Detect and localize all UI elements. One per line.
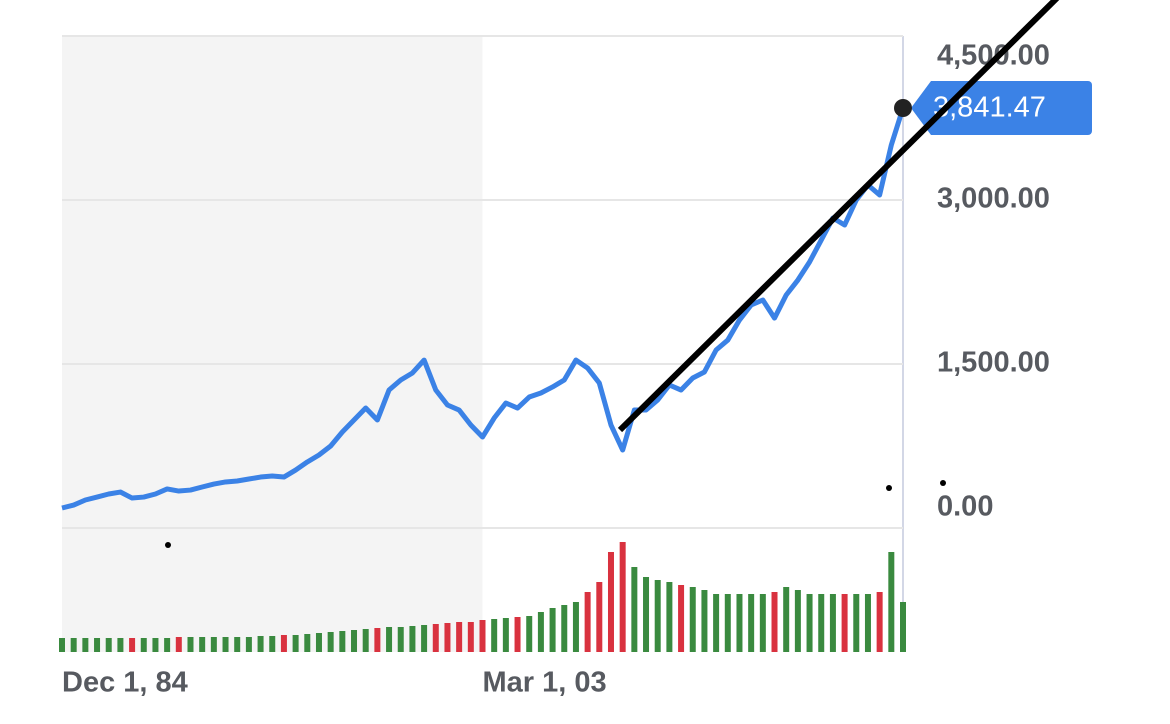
volume-bar	[900, 602, 906, 652]
volume-bar	[502, 618, 509, 652]
volume-bar	[479, 620, 486, 652]
volume-bar	[549, 608, 556, 652]
volume-bar	[713, 594, 720, 652]
volume-bar	[678, 585, 685, 652]
volume-bar	[643, 577, 650, 652]
trend-line	[617, 0, 1060, 433]
volume-bar	[386, 627, 393, 652]
background	[62, 36, 483, 652]
volume-bar	[175, 637, 182, 652]
volume-bar	[526, 616, 533, 652]
volume-bar	[853, 594, 860, 652]
volume-bar	[397, 627, 404, 652]
volume-bar	[864, 594, 871, 652]
volume-bar	[561, 605, 568, 652]
volume-bar	[280, 635, 287, 652]
volume-bar	[654, 580, 661, 652]
volume-bar	[105, 638, 112, 652]
volume-bar	[818, 594, 825, 652]
volume-bar	[129, 638, 136, 652]
volume-bar	[374, 628, 381, 652]
volume-bar	[164, 638, 171, 652]
price-line	[61, 107, 906, 511]
volume-bar	[596, 582, 603, 652]
volume-bar	[234, 637, 241, 652]
volume-bar	[724, 594, 731, 652]
x-tick-label: Mar 1, 03	[483, 667, 607, 699]
volume-bar	[829, 594, 836, 652]
volume-bar	[304, 634, 311, 652]
volume-bar	[537, 612, 544, 652]
y-tick-label: 3,000.00	[937, 183, 1050, 215]
volume-bar	[210, 637, 217, 652]
volume-bar	[351, 630, 358, 652]
volume-bar	[152, 638, 159, 652]
volume-bar	[631, 567, 638, 652]
volume-bar	[666, 582, 673, 652]
volume-bar	[701, 590, 708, 652]
volume-bar	[362, 629, 369, 652]
volume-bar	[70, 638, 77, 652]
volume-bar	[514, 617, 521, 652]
dot	[886, 485, 892, 491]
volume-bar	[748, 594, 755, 652]
volume-bar	[794, 590, 801, 652]
volume-bar	[736, 594, 743, 652]
volume-bar	[584, 592, 591, 652]
volume-bar	[245, 637, 252, 652]
volume-bar	[339, 631, 346, 652]
volume-bar	[806, 594, 813, 652]
volume-bar	[269, 636, 276, 652]
volume-bar	[444, 623, 451, 652]
volume-bar	[187, 637, 194, 652]
volume-bar	[315, 633, 322, 652]
volume-bar	[432, 624, 439, 652]
volume-bar	[409, 626, 416, 652]
volume-bar	[94, 638, 101, 652]
volume-bar	[257, 636, 264, 652]
dot	[940, 480, 946, 486]
price-tag-label: 3,841.47	[933, 92, 1046, 124]
volume-bar	[456, 622, 463, 652]
volume-bar	[876, 592, 883, 652]
volume-bar	[421, 625, 428, 652]
volume-bar	[783, 587, 790, 652]
volume-bar	[607, 552, 614, 652]
volume-bar	[888, 552, 895, 652]
volume-bar	[841, 594, 848, 652]
volume-bar	[689, 587, 696, 652]
y-tick-label: 0.00	[937, 491, 993, 523]
volume-bar	[771, 592, 778, 652]
y-tick-label: 1,500.00	[937, 347, 1050, 379]
volume-bar	[199, 637, 206, 652]
volume-bar	[59, 638, 65, 652]
volume-bar	[467, 622, 474, 652]
shaded-region	[62, 36, 483, 652]
volume-bar	[140, 638, 147, 652]
volume-bar	[117, 638, 124, 652]
volume-bar	[292, 635, 299, 652]
y-tick-label: 4,500.00	[937, 40, 1050, 72]
volume-bar	[327, 632, 334, 652]
volume-bar	[222, 637, 229, 652]
volume-bar	[759, 594, 766, 652]
last-point	[894, 98, 912, 117]
dot	[165, 542, 171, 548]
volume-bar	[572, 602, 579, 652]
volume-bar	[491, 619, 498, 652]
volume-bar	[619, 542, 626, 652]
volume-bar	[82, 638, 89, 652]
x-tick-label: Dec 1, 84	[62, 667, 188, 699]
